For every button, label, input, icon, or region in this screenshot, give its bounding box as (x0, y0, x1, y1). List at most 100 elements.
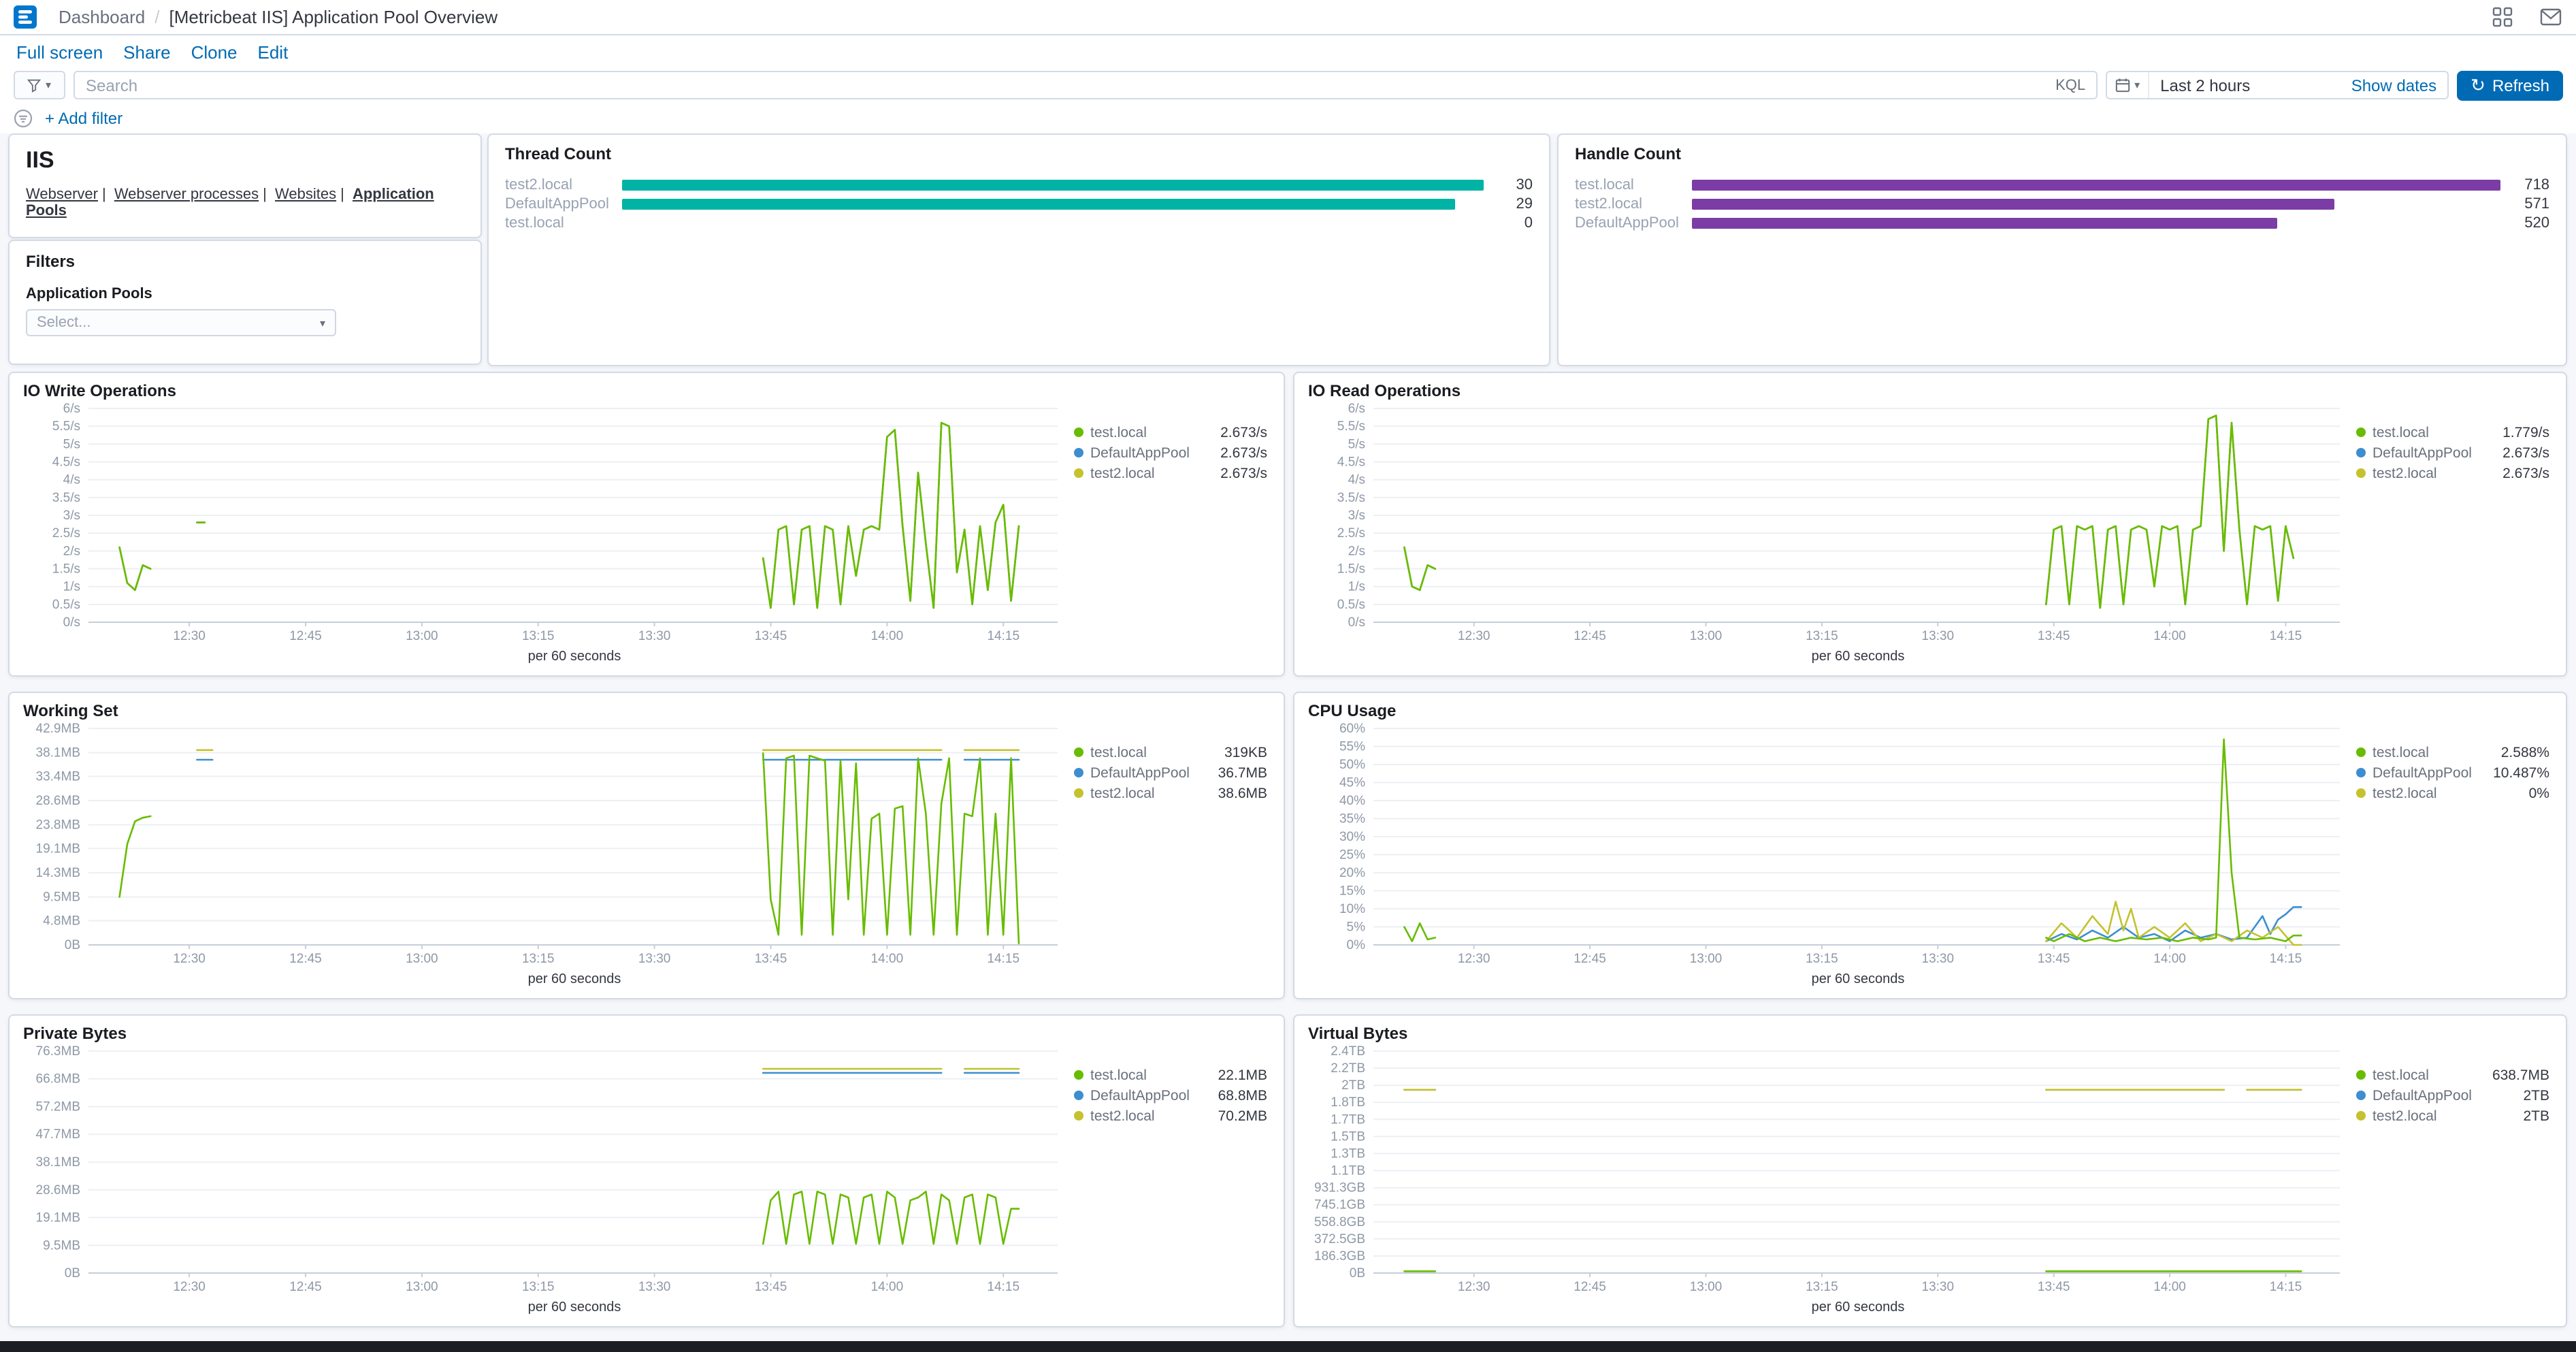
svg-text:19.1MB: 19.1MB (36, 841, 80, 856)
svg-text:38.1MB: 38.1MB (36, 1155, 80, 1170)
x-axis-title: per 60 seconds (527, 972, 621, 987)
legend-item[interactable]: test.local 2.588% (2356, 742, 2549, 762)
svg-text:4/s: 4/s (1348, 473, 1365, 487)
virtual-bytes-chart: 2.4TB 2.2TB 2TB 1.8TB 1.7TB 1.5TB 1.3TB 1.1TB 93… (1308, 1043, 2348, 1300)
legend-color-dot (2356, 788, 2366, 798)
legend-item[interactable]: DefaultAppPool 10.487% (2356, 762, 2549, 783)
cpu-usage-chart: 60% 55% 50% 45% 40% 35% 30% 25% 20% 15% 10% 5% 0% 12:… (1308, 720, 2348, 972)
select-placeholder: Select... (37, 315, 91, 331)
legend-item[interactable]: test.local 1.779/s (2356, 422, 2549, 442)
kql-language-button[interactable]: KQL (2055, 77, 2086, 93)
legend-item[interactable]: test.local 638.7MB (2356, 1065, 2549, 1085)
legend-item[interactable]: DefaultAppPool 2.673/s (2356, 442, 2549, 463)
svg-text:5/s: 5/s (63, 437, 80, 451)
legend-item[interactable]: test2.local 2.673/s (1074, 463, 1267, 483)
virtual-bytes-legend: test.local 638.7MB DefaultAppPool 2TB test2.… (2348, 1043, 2552, 1319)
svg-text:14:15: 14:15 (2270, 629, 2302, 643)
legend-item[interactable]: DefaultAppPool 2.673/s (1074, 442, 1267, 463)
clone-button[interactable]: Clone (191, 42, 238, 63)
thread-count-bars: test2.local 30 DefaultAppPool 29 test.local 0 (505, 176, 1533, 231)
legend-series-name: DefaultAppPool (2373, 445, 2472, 461)
svg-text:13:00: 13:00 (1690, 629, 1723, 643)
svg-text:0/s: 0/s (1348, 615, 1365, 630)
legend-series-name: test2.local (2373, 785, 2437, 801)
elastic-logo-icon[interactable] (14, 5, 37, 29)
legend-item[interactable]: DefaultAppPool 36.7MB (1074, 762, 1267, 783)
add-filter-button[interactable]: + Add filter (45, 109, 123, 128)
full-screen-button[interactable]: Full screen (16, 42, 103, 63)
legend-item[interactable]: test.local 22.1MB (1074, 1065, 1267, 1085)
application-pools-select[interactable]: Select... ▾ (26, 309, 336, 336)
bar-row-value: 571 (2524, 195, 2549, 212)
svg-text:2.4TB: 2.4TB (1331, 1044, 1365, 1059)
bar[interactable] (622, 179, 1484, 190)
legend-item[interactable]: test.local 319KB (1074, 742, 1267, 762)
bar-row: test.local 0 (505, 214, 1533, 231)
svg-text:14:00: 14:00 (2153, 629, 2186, 643)
x-axis-title: per 60 seconds (527, 1300, 621, 1315)
filter-options-icon[interactable] (14, 109, 33, 128)
refresh-button[interactable]: ↻ Refresh (2457, 70, 2563, 100)
svg-text:13:45: 13:45 (755, 952, 787, 966)
link-websites[interactable]: Websites (275, 187, 337, 203)
svg-text:1.5/s: 1.5/s (1337, 562, 1365, 577)
svg-text:0%: 0% (1347, 938, 1366, 952)
chevron-down-icon: ▾ (319, 317, 325, 329)
bar[interactable] (1692, 179, 2500, 190)
edit-button[interactable]: Edit (257, 42, 289, 63)
svg-text:12:30: 12:30 (173, 952, 206, 966)
calendar-button[interactable]: ▾ (2107, 72, 2150, 98)
bar[interactable] (622, 198, 1455, 209)
bar-row-value: 520 (2524, 214, 2549, 231)
show-dates-button[interactable]: Show dates (2351, 76, 2437, 95)
link-application-pools[interactable]: Application Pools (26, 187, 434, 219)
bar[interactable] (1692, 198, 2335, 209)
search-input[interactable] (86, 76, 2045, 95)
svg-text:2.5/s: 2.5/s (1337, 526, 1365, 541)
legend-item[interactable]: DefaultAppPool 68.8MB (1074, 1085, 1267, 1106)
share-button[interactable]: Share (123, 42, 171, 63)
legend-item[interactable]: DefaultAppPool 2TB (2356, 1085, 2549, 1106)
legend-series-value: 22.1MB (1218, 1067, 1267, 1083)
svg-text:2/s: 2/s (63, 544, 80, 558)
cpu-usage-legend: test.local 2.588% DefaultAppPool 10.487% tes… (2348, 720, 2552, 991)
svg-text:3.5/s: 3.5/s (52, 491, 80, 505)
legend-color-dot (1074, 1070, 1083, 1080)
legend-series-name: test.local (2373, 744, 2429, 760)
svg-text:13:00: 13:00 (1690, 1280, 1723, 1294)
legend-item[interactable]: test.local 2.673/s (1074, 422, 1267, 442)
mail-icon[interactable] (2540, 5, 2563, 29)
legend-series-value: 2.588% (2500, 744, 2549, 760)
link-webserver-processes[interactable]: Webserver processes (114, 187, 259, 203)
working-set-title: Working Set (23, 701, 118, 720)
saved-query-button[interactable]: ▾ (14, 71, 65, 99)
legend-series-name: test2.local (2373, 465, 2437, 481)
svg-text:5.5/s: 5.5/s (1337, 419, 1365, 434)
link-webserver[interactable]: Webserver (26, 187, 98, 203)
panel-cpu-usage: CPU Usage 60% 55% 50% 45% 40% 35% 30% 25% 20% 15%… (1293, 692, 2567, 999)
legend-item[interactable]: test2.local 70.2MB (1074, 1106, 1267, 1126)
legend-series-value: 0% (2528, 785, 2549, 801)
legend-series-value: 2.673/s (1220, 465, 1267, 481)
apps-icon[interactable] (2492, 5, 2515, 29)
svg-text:13:30: 13:30 (1922, 629, 1955, 643)
legend-item[interactable]: test2.local 38.6MB (1074, 783, 1267, 803)
svg-text:1.5/s: 1.5/s (52, 562, 80, 577)
svg-text:1.7TB: 1.7TB (1331, 1112, 1365, 1127)
legend-item[interactable]: test2.local 0% (2356, 783, 2549, 803)
svg-text:13:30: 13:30 (638, 1280, 671, 1294)
svg-text:13:30: 13:30 (638, 629, 671, 643)
time-range-value[interactable]: Last 2 hours (2160, 76, 2251, 95)
breadcrumb-dashboard[interactable]: Dashboard (59, 7, 146, 27)
svg-text:0/s: 0/s (63, 615, 80, 630)
breadcrumb-separator: / (154, 7, 160, 27)
io-write-legend: test.local 2.673/s DefaultAppPool 2.673/s te… (1066, 400, 1270, 669)
x-axis-title: per 60 seconds (1811, 972, 1905, 987)
legend-item[interactable]: test2.local 2TB (2356, 1106, 2549, 1126)
svg-text:47.7MB: 47.7MB (36, 1127, 80, 1142)
dashboard-menu-bar: Full screen Share Clone Edit (0, 35, 2576, 67)
svg-text:20%: 20% (1339, 866, 1365, 880)
bar[interactable] (1692, 217, 2278, 228)
legend-color-dot (2356, 428, 2366, 437)
legend-item[interactable]: test2.local 2.673/s (2356, 463, 2549, 483)
